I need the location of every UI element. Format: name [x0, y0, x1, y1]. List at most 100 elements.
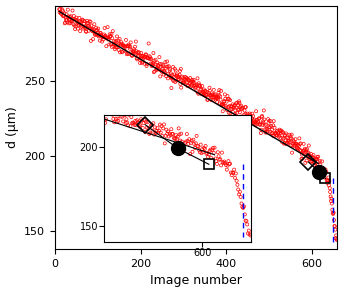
- Point: [87, 19, 92, 24]
- Point: [226, 97, 232, 101]
- Point: [116, 47, 121, 52]
- Point: [157, 55, 162, 59]
- Point: [96, 33, 102, 37]
- Point: [197, 84, 203, 89]
- Point: [61, 14, 67, 19]
- Point: [159, 67, 165, 71]
- Point: [296, 146, 301, 151]
- Point: [161, 63, 166, 67]
- Point: [116, 41, 122, 46]
- Point: [252, 122, 258, 126]
- Point: [266, 121, 271, 125]
- Point: [214, 100, 220, 105]
- Point: [101, 35, 106, 39]
- Point: [306, 143, 311, 148]
- Point: [286, 140, 292, 145]
- Point: [128, 50, 134, 55]
- Point: [147, 55, 153, 60]
- Point: [262, 127, 268, 132]
- Point: [239, 114, 244, 119]
- Point: [102, 32, 107, 37]
- Point: [106, 37, 111, 41]
- Point: [81, 21, 87, 26]
- Point: [95, 28, 100, 33]
- Point: [209, 93, 214, 98]
- Point: [66, 15, 71, 20]
- Point: [187, 81, 192, 85]
- Point: [221, 99, 227, 104]
- Point: [274, 129, 280, 134]
- Point: [333, 227, 338, 232]
- Point: [209, 98, 214, 102]
- Point: [292, 142, 298, 147]
- Point: [158, 64, 163, 69]
- Point: [289, 132, 294, 137]
- Point: [67, 15, 73, 19]
- Point: [140, 54, 145, 59]
- Point: [326, 183, 332, 188]
- Point: [235, 100, 240, 105]
- Point: [222, 92, 228, 97]
- Point: [68, 21, 73, 25]
- Point: [102, 34, 108, 38]
- Point: [252, 120, 258, 125]
- Point: [82, 19, 87, 23]
- Point: [93, 33, 98, 38]
- Point: [142, 61, 147, 66]
- Point: [192, 86, 198, 90]
- Point: [240, 118, 246, 123]
- Point: [261, 117, 267, 122]
- Point: [309, 159, 315, 163]
- Point: [207, 88, 213, 93]
- Point: [235, 107, 240, 112]
- Point: [253, 123, 258, 128]
- Point: [117, 37, 122, 41]
- Point: [148, 61, 154, 66]
- Point: [98, 31, 104, 36]
- Point: [180, 76, 185, 81]
- Point: [126, 51, 132, 56]
- Point: [199, 84, 205, 88]
- Point: [235, 103, 241, 107]
- Point: [97, 30, 103, 35]
- Point: [226, 105, 231, 109]
- Point: [263, 122, 269, 127]
- Point: [108, 42, 114, 47]
- Point: [199, 91, 204, 96]
- Point: [252, 117, 257, 122]
- Point: [289, 150, 295, 155]
- Point: [219, 103, 225, 107]
- Point: [309, 156, 315, 160]
- Point: [131, 49, 137, 54]
- Point: [256, 120, 261, 125]
- Point: [231, 106, 236, 110]
- Point: [333, 236, 339, 241]
- Point: [202, 92, 207, 96]
- Point: [109, 45, 115, 49]
- Point: [227, 98, 233, 103]
- Point: [222, 99, 227, 103]
- Point: [126, 44, 131, 48]
- Point: [127, 44, 132, 48]
- Point: [283, 138, 288, 143]
- Point: [94, 33, 100, 37]
- Point: [269, 131, 274, 136]
- Point: [126, 42, 131, 47]
- Point: [64, 12, 69, 16]
- Point: [80, 18, 85, 23]
- Y-axis label: d (μm): d (μm): [5, 106, 19, 148]
- Point: [121, 43, 127, 48]
- Point: [57, 10, 62, 15]
- Point: [233, 111, 238, 116]
- Point: [114, 45, 119, 50]
- Point: [320, 169, 326, 174]
- Point: [167, 67, 173, 71]
- Point: [291, 139, 297, 144]
- Point: [58, 11, 64, 16]
- Point: [97, 38, 103, 43]
- Point: [143, 52, 149, 57]
- Point: [73, 18, 79, 22]
- Point: [203, 93, 209, 97]
- Point: [189, 83, 194, 88]
- Point: [157, 62, 163, 67]
